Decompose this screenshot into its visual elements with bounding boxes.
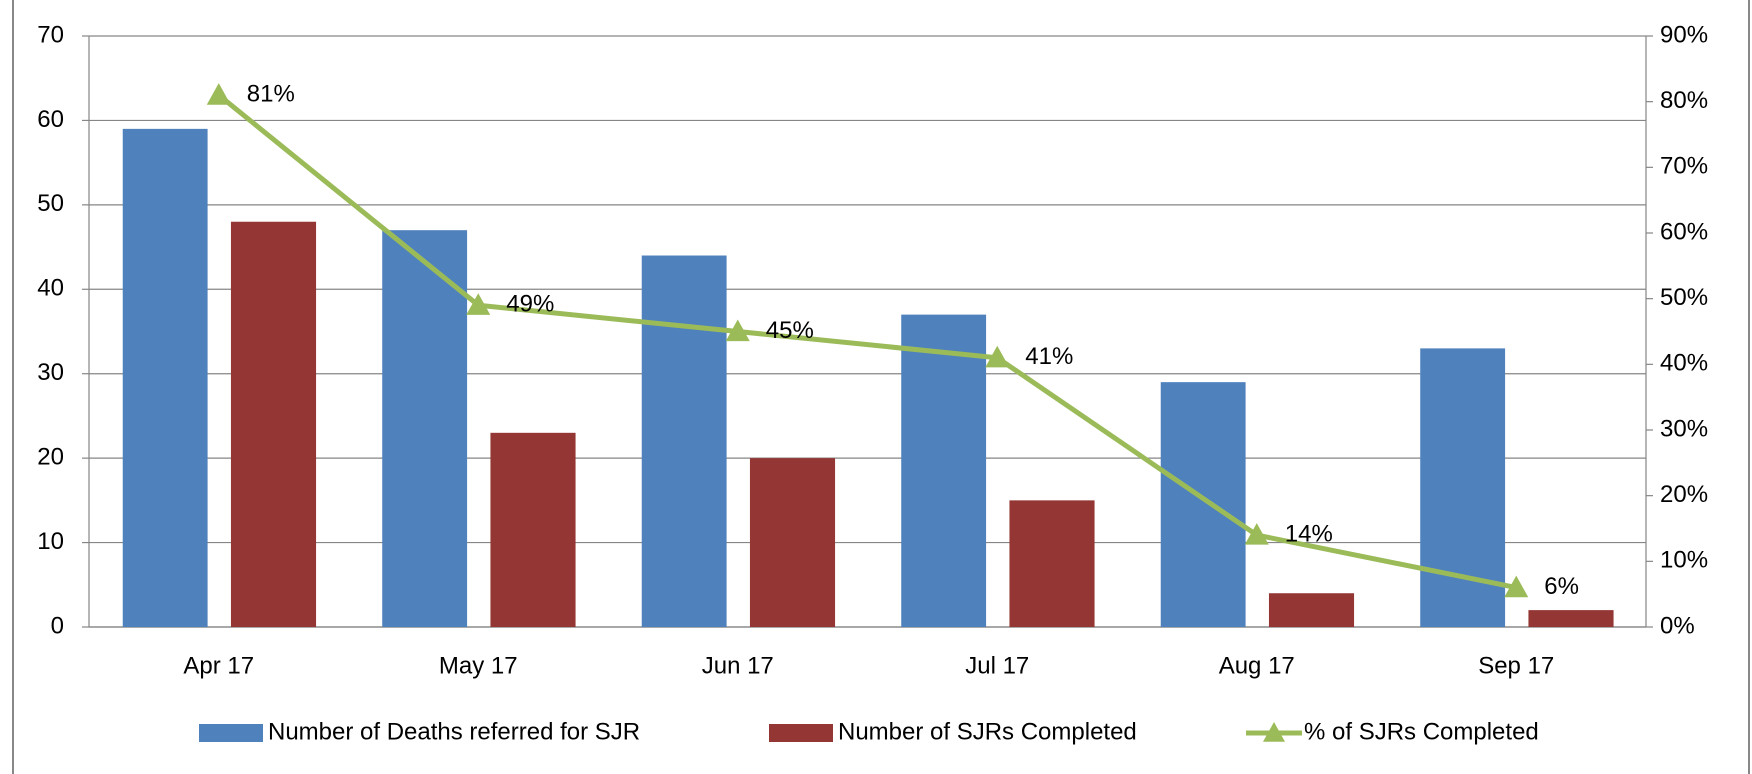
y-tick-label: 10 [37,528,64,555]
y2-tick-label: 40% [1660,350,1708,377]
y-tick-label: 20 [37,443,64,470]
x-tick-label: Sep 17 [1478,652,1554,679]
bar [901,314,987,627]
bar [1160,382,1246,627]
y2-tick-label: 20% [1660,481,1708,508]
data-label: 41% [1025,343,1073,370]
data-label: 81% [247,80,295,107]
data-label: 6% [1544,573,1579,600]
y2-tick-label: 80% [1660,87,1708,114]
y-tick-label: 40 [37,275,64,302]
bar [749,458,836,627]
line-marker [1244,523,1269,545]
line-marker [1504,575,1529,598]
legend-label: Number of Deaths referred for SJR [268,718,640,745]
data-label: 49% [506,291,554,318]
line-series [217,93,1517,591]
y2-tick-label: 0% [1660,612,1695,639]
y2-tick-label: 50% [1660,284,1708,311]
y2-tick-label: 30% [1660,415,1708,442]
bar [382,230,468,627]
y-tick-label: 50 [37,190,64,217]
data-label: 14% [1285,520,1333,547]
bar [230,221,317,627]
bar [490,432,576,627]
legend-swatch [199,724,263,742]
line-marker [985,345,1010,368]
x-tick-label: May 17 [439,652,518,679]
bar [1268,593,1355,627]
x-tick-label: Aug 17 [1219,652,1295,679]
y-tick-label: 0 [51,612,64,639]
y2-tick-label: 10% [1660,547,1708,574]
y2-tick-label: 60% [1660,218,1708,245]
legend-label: % of SJRs Completed [1304,718,1539,745]
legend-swatch [1263,722,1285,742]
bar [1009,500,1095,627]
legend-swatch [769,724,833,742]
x-tick-label: Jul 17 [965,652,1029,679]
line-marker [206,83,231,105]
x-tick-label: Apr 17 [183,652,254,679]
data-label: 45% [766,317,814,344]
y2-tick-label: 90% [1660,21,1708,48]
y-tick-label: 70 [37,21,64,48]
bar [1528,610,1614,627]
x-tick-label: Jun 17 [702,652,774,679]
line-marker [725,319,750,342]
bar [641,255,727,627]
line-marker [466,293,491,315]
y2-tick-label: 70% [1660,153,1708,180]
bar [122,128,208,627]
y-tick-label: 60 [37,106,64,133]
y-tick-label: 30 [37,359,64,386]
legend-label: Number of SJRs Completed [838,718,1137,745]
